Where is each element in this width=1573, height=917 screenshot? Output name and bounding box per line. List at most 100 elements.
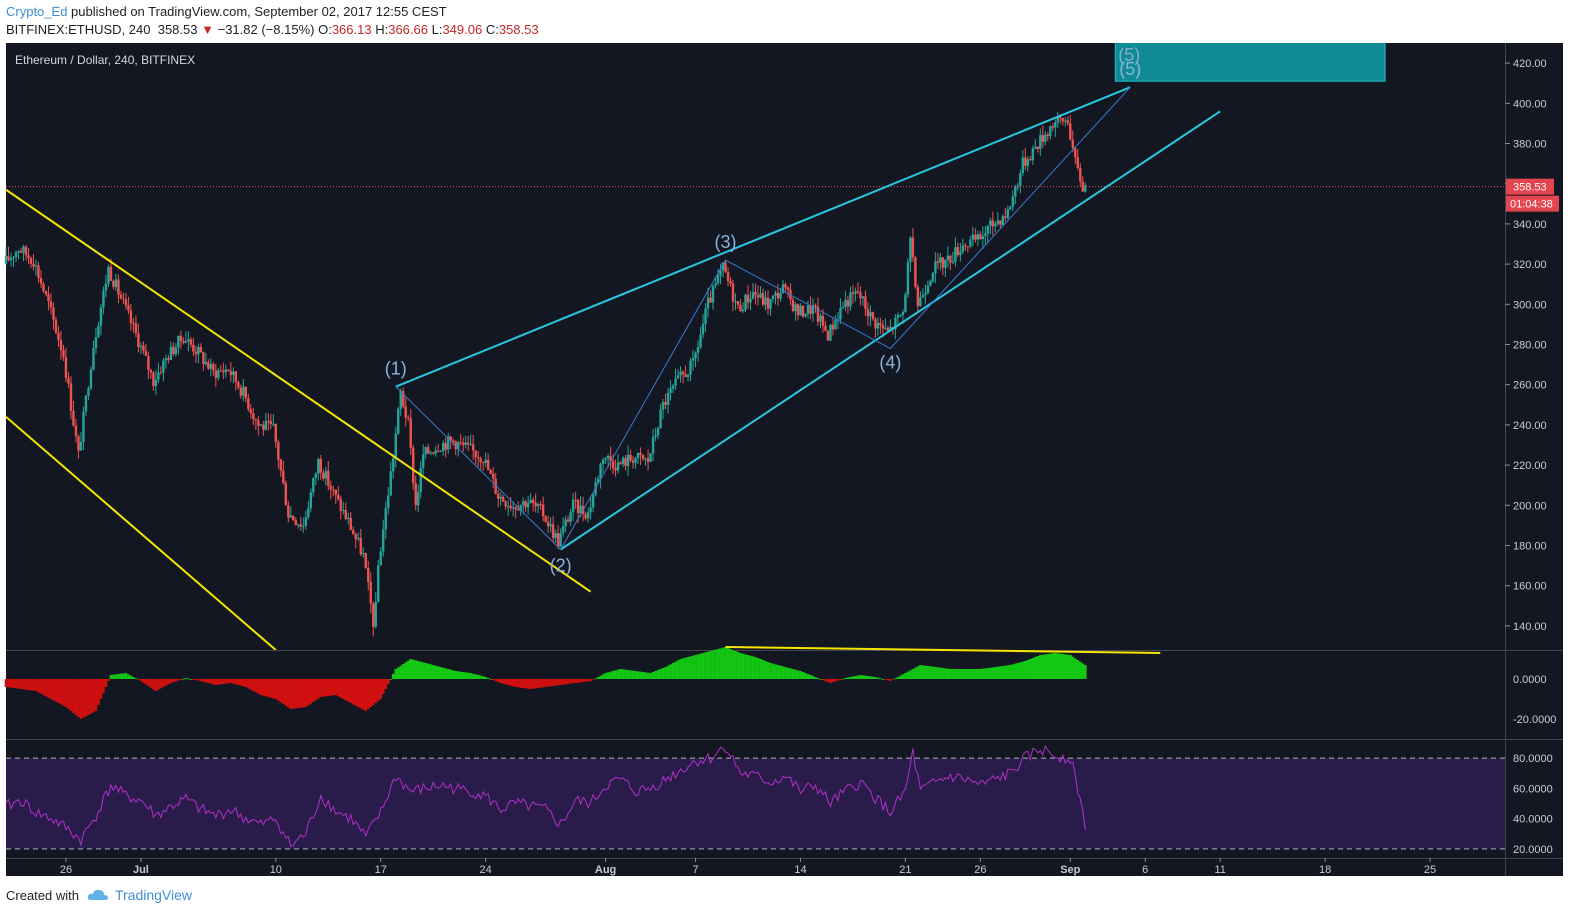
lower-trendline[interactable]: [560, 110, 1221, 551]
channel-upper-line[interactable]: [6, 188, 592, 593]
candle-body: [187, 339, 190, 342]
candle-body: [961, 245, 965, 252]
candle-body: [656, 428, 660, 436]
price-tick-label: 400.00: [1513, 98, 1547, 110]
price-change: −31.82 (−8.15%): [217, 22, 315, 37]
histogram-bar: [366, 679, 370, 709]
candle-body: [934, 261, 937, 274]
candle-body: [616, 462, 620, 471]
histogram-bar: [1046, 654, 1050, 679]
candle-body: [479, 458, 482, 463]
histogram-bar: [244, 679, 248, 687]
histogram-bar: [1029, 659, 1032, 679]
candle-body: [34, 265, 38, 267]
histogram-bar: [217, 679, 220, 685]
histogram-bar: [876, 677, 880, 679]
histogram-bar: [444, 668, 448, 679]
histogram-bar: [954, 669, 957, 679]
candle-body: [641, 455, 645, 459]
histogram-bar: [67, 679, 70, 709]
candle-body: [511, 507, 515, 509]
histogram-bar: [664, 667, 667, 679]
candle-body: [1039, 135, 1042, 149]
target-zone-box[interactable]: [1114, 42, 1386, 82]
candle-body: [379, 551, 382, 566]
histogram-bar: [961, 669, 965, 679]
candle-body: [112, 280, 115, 287]
histogram-bar: [546, 679, 550, 687]
candle-body: [374, 601, 377, 627]
histogram-bar: [92, 679, 95, 713]
candle-body: [524, 501, 527, 508]
wave-zigzag-line[interactable]: [395, 86, 1131, 551]
tradingview-link[interactable]: TradingView: [114, 887, 193, 903]
histogram-divergence-line[interactable]: [725, 646, 1161, 654]
histogram-bar: [174, 679, 178, 682]
price-tick-label: 300.00: [1513, 299, 1547, 311]
candle-body: [117, 279, 120, 295]
high-label: H:: [375, 22, 389, 37]
histogram-bar: [167, 679, 170, 685]
candle-body: [1011, 196, 1015, 207]
candle-body: [834, 320, 837, 330]
upper-trendline[interactable]: [395, 86, 1131, 388]
candle-body: [22, 246, 25, 253]
candle-body: [227, 369, 230, 371]
candle-body: [304, 517, 307, 526]
histogram-bar: [336, 679, 340, 697]
histogram-bar: [104, 679, 108, 687]
candle-body: [154, 379, 158, 387]
candle-body: [252, 413, 255, 419]
histogram-bar: [1076, 660, 1080, 679]
close-value: 358.53: [498, 22, 539, 37]
candle-body: [177, 335, 180, 348]
histogram-bar: [516, 679, 520, 688]
candle-body: [539, 503, 542, 505]
candle-body: [194, 351, 198, 355]
candle-body: [919, 297, 922, 307]
histogram-bar: [439, 667, 443, 679]
histogram-bar: [694, 655, 697, 679]
candle-body: [634, 458, 637, 463]
candle-body: [77, 436, 80, 451]
histogram-bar: [584, 679, 587, 682]
rsi-band: [6, 758, 1505, 849]
histogram-bar: [1026, 660, 1030, 679]
histogram-bar: [979, 669, 982, 679]
histogram-bar: [731, 650, 735, 679]
candle-body: [159, 372, 163, 374]
drawings-layer[interactable]: (1) (2) (3) (4) (5)(5): [6, 42, 1386, 650]
candle-body: [589, 507, 592, 513]
histogram-bar: [899, 675, 902, 679]
candle-body: [442, 443, 445, 452]
candle-body: [936, 261, 940, 263]
candle-body: [327, 470, 330, 486]
histogram-bar: [556, 679, 560, 686]
histogram-bar: [419, 661, 423, 679]
channel-lower-line[interactable]: [6, 416, 277, 650]
histogram-bar: [479, 675, 482, 679]
candle-body: [407, 417, 410, 419]
histogram-bar: [986, 668, 990, 679]
candle-body: [342, 510, 345, 512]
candle-body: [174, 347, 178, 354]
author-link[interactable]: Crypto_Ed: [6, 4, 68, 19]
candle-body: [49, 301, 53, 308]
histogram-bar: [162, 679, 165, 687]
histogram-bar: [182, 678, 185, 680]
candle-body: [744, 294, 747, 310]
candle-body: [179, 335, 183, 341]
histogram-bar: [177, 679, 180, 681]
histogram-bar: [132, 677, 135, 679]
histogram-bar: [759, 659, 762, 679]
candle-body: [57, 332, 60, 340]
chart-canvas[interactable]: (1)(2)(3)(4)(5)(5) 420.00400.00380.00360…: [0, 42, 1573, 880]
candle-body: [1009, 206, 1012, 210]
histogram-bar: [649, 673, 652, 679]
candle-body: [1014, 186, 1017, 197]
histogram-bar: [424, 663, 428, 679]
candle-body: [119, 294, 123, 299]
candle-body: [681, 371, 685, 375]
candle-body: [709, 297, 712, 303]
histogram-bar: [934, 667, 937, 679]
